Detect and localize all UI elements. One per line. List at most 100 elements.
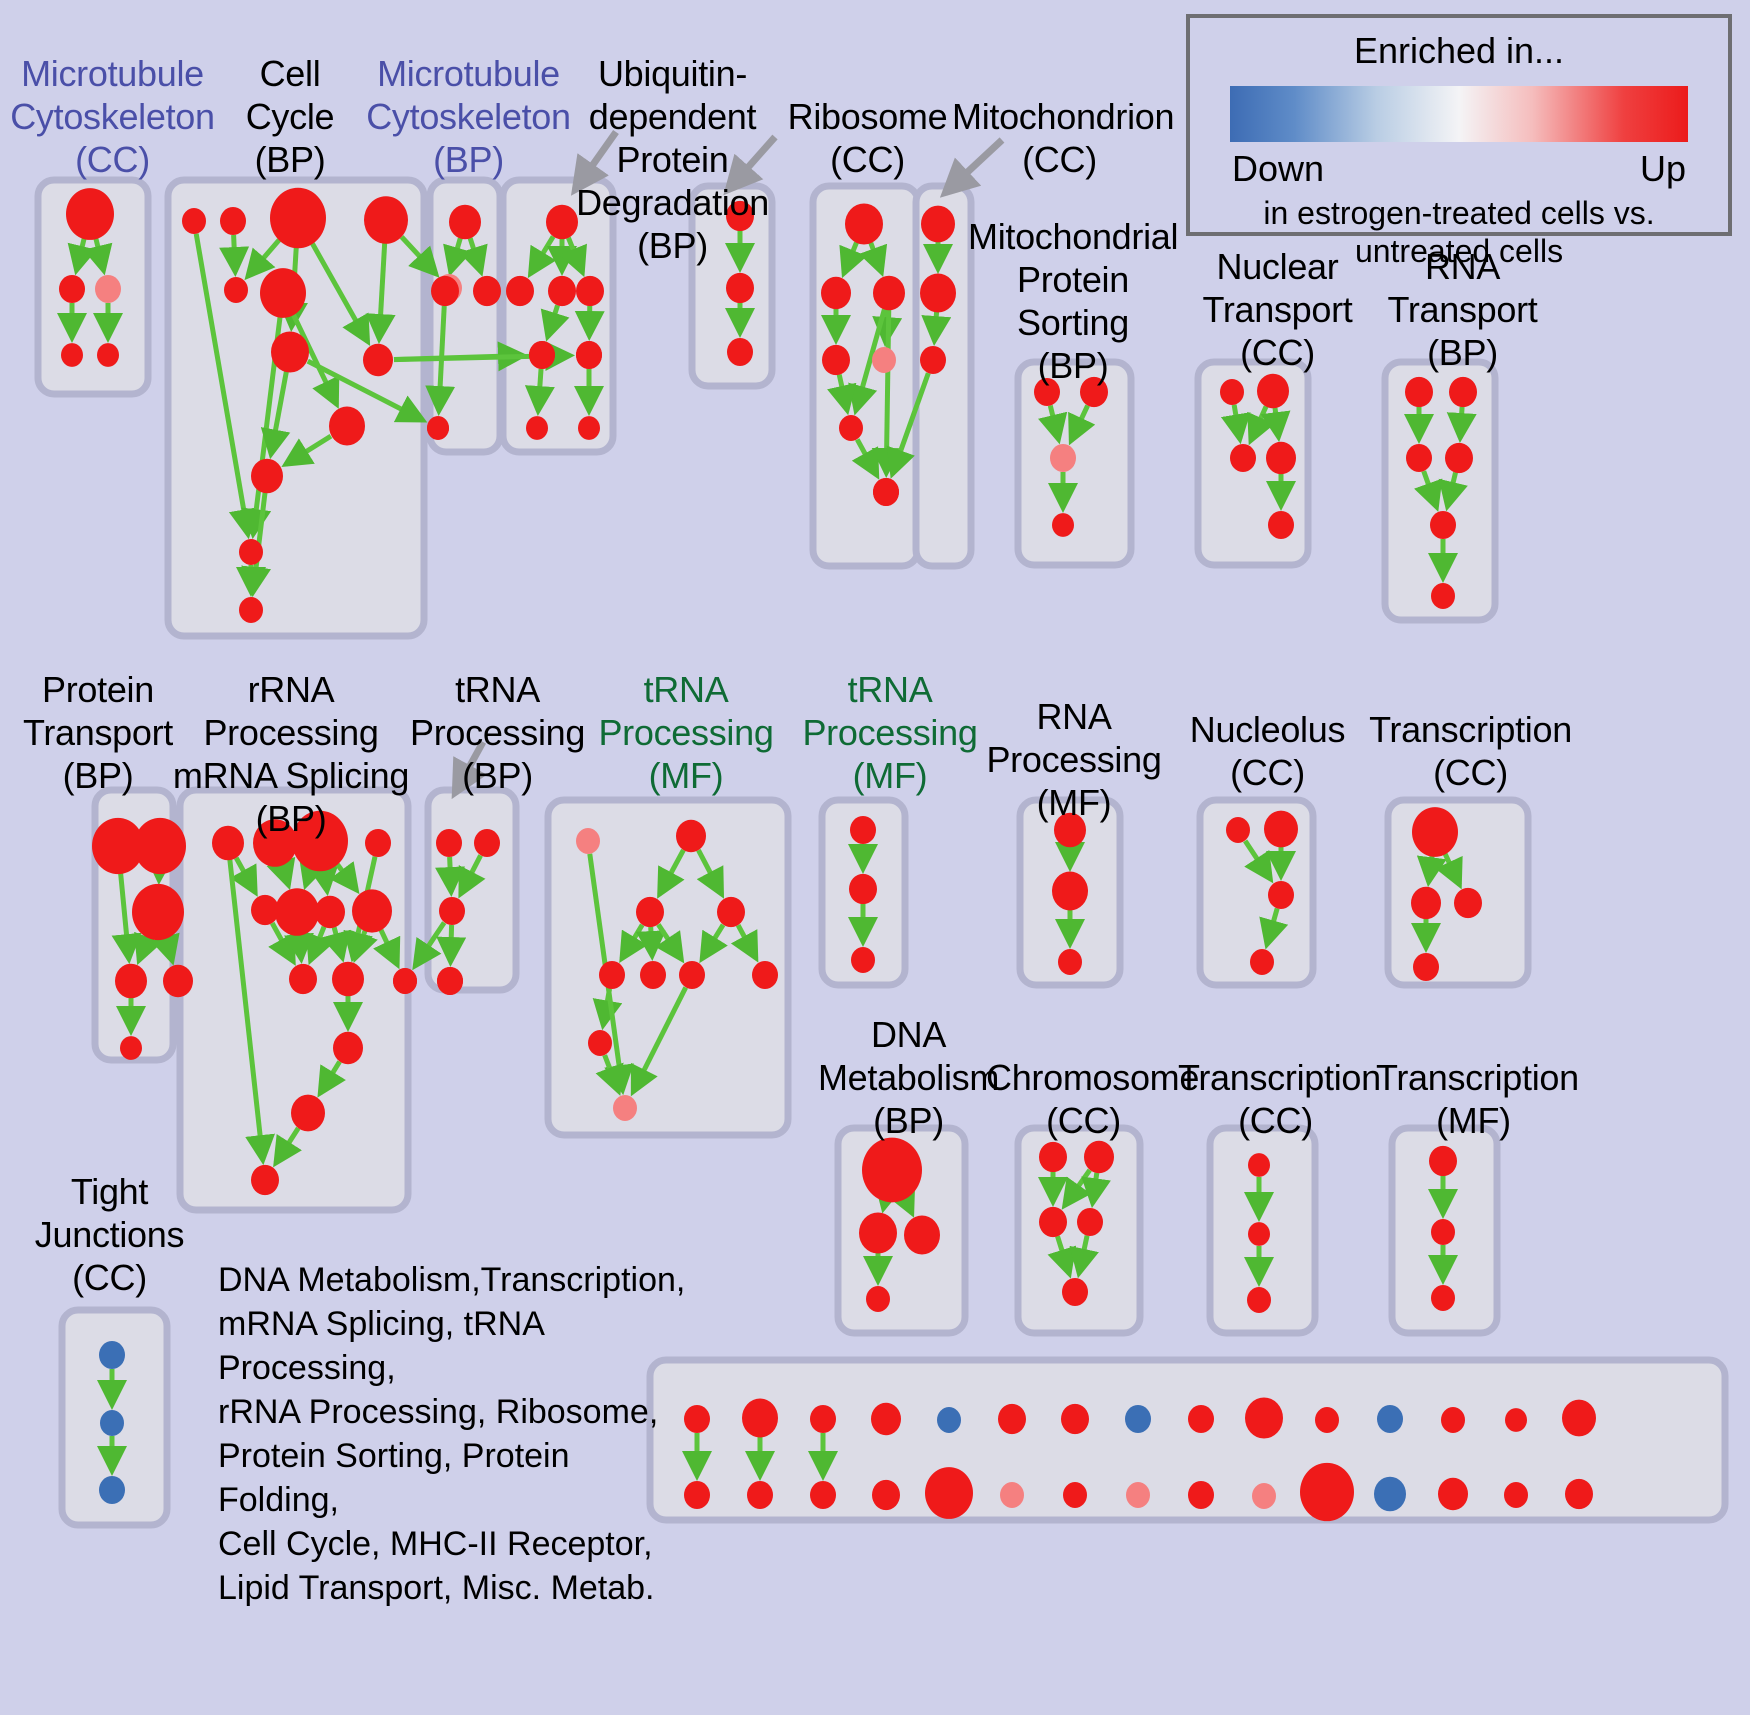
gene-node[interactable] xyxy=(1413,952,1439,982)
gene-node[interactable] xyxy=(872,347,896,373)
gene-node[interactable] xyxy=(1126,1482,1150,1508)
gene-node[interactable] xyxy=(1315,1407,1339,1433)
gene-node[interactable] xyxy=(1039,1141,1067,1173)
gene-node[interactable] xyxy=(1000,1482,1024,1508)
gene-node[interactable] xyxy=(726,272,754,304)
gene-node[interactable] xyxy=(576,275,604,307)
gene-node[interactable] xyxy=(546,204,578,240)
gene-node[interactable] xyxy=(333,1031,363,1065)
gene-node[interactable] xyxy=(220,206,246,236)
gene-node[interactable] xyxy=(474,828,500,858)
gene-node[interactable] xyxy=(473,275,501,307)
gene-node[interactable] xyxy=(1377,1404,1403,1434)
gene-node[interactable] xyxy=(1374,1476,1406,1512)
gene-node[interactable] xyxy=(873,477,899,507)
gene-node[interactable] xyxy=(810,1480,836,1510)
gene-node[interactable] xyxy=(1063,1482,1087,1508)
gene-node[interactable] xyxy=(251,894,279,926)
gene-node[interactable] xyxy=(640,960,666,990)
gene-node[interactable] xyxy=(363,343,393,377)
gene-node[interactable] xyxy=(904,1215,940,1255)
gene-node[interactable] xyxy=(873,275,905,311)
gene-node[interactable] xyxy=(163,964,193,998)
gene-node[interactable] xyxy=(636,896,664,928)
gene-node[interactable] xyxy=(1505,1408,1527,1432)
gene-node[interactable] xyxy=(292,810,348,872)
gene-node[interactable] xyxy=(576,340,602,370)
gene-node[interactable] xyxy=(449,204,481,240)
gene-node[interactable] xyxy=(364,196,408,244)
gene-node[interactable] xyxy=(850,815,876,845)
gene-node[interactable] xyxy=(1412,807,1458,857)
gene-node[interactable] xyxy=(1220,379,1244,405)
gene-node[interactable] xyxy=(1268,510,1294,540)
gene-node[interactable] xyxy=(332,961,364,997)
gene-node[interactable] xyxy=(851,947,875,973)
gene-node[interactable] xyxy=(613,1095,637,1121)
gene-node[interactable] xyxy=(427,416,449,440)
gene-node[interactable] xyxy=(849,873,877,905)
gene-node[interactable] xyxy=(1454,887,1482,919)
gene-node[interactable] xyxy=(1248,1153,1270,1177)
gene-node[interactable] xyxy=(526,416,548,440)
gene-node[interactable] xyxy=(859,1212,897,1254)
gene-node[interactable] xyxy=(862,1137,922,1203)
gene-node[interactable] xyxy=(100,1410,124,1436)
gene-node[interactable] xyxy=(679,960,705,990)
gene-node[interactable] xyxy=(1062,1277,1088,1307)
gene-node[interactable] xyxy=(1405,376,1433,408)
gene-node[interactable] xyxy=(937,1407,961,1433)
gene-node[interactable] xyxy=(393,968,417,994)
gene-node[interactable] xyxy=(1504,1482,1528,1508)
gene-node[interactable] xyxy=(365,828,391,858)
gene-node[interactable] xyxy=(1252,1483,1276,1509)
gene-node[interactable] xyxy=(437,966,463,996)
gene-node[interactable] xyxy=(717,896,745,928)
gene-node[interactable] xyxy=(251,1164,279,1196)
gene-node[interactable] xyxy=(1247,1287,1271,1313)
gene-node[interactable] xyxy=(1248,1222,1270,1246)
gene-node[interactable] xyxy=(1565,1478,1593,1510)
gene-node[interactable] xyxy=(1300,1462,1354,1522)
gene-node[interactable] xyxy=(251,458,283,494)
gene-node[interactable] xyxy=(1230,443,1256,473)
gene-node[interactable] xyxy=(439,896,465,926)
gene-node[interactable] xyxy=(289,963,317,995)
gene-node[interactable] xyxy=(315,895,345,929)
gene-node[interactable] xyxy=(1077,1207,1103,1237)
gene-node[interactable] xyxy=(436,828,462,858)
gene-node[interactable] xyxy=(1411,886,1441,920)
gene-node[interactable] xyxy=(239,539,263,565)
gene-node[interactable] xyxy=(1084,1140,1114,1174)
gene-node[interactable] xyxy=(921,205,955,243)
gene-node[interactable] xyxy=(270,187,326,249)
gene-node[interactable] xyxy=(506,275,534,307)
gene-node[interactable] xyxy=(1039,1206,1067,1238)
gene-node[interactable] xyxy=(529,340,555,370)
gene-node[interactable] xyxy=(182,208,206,234)
gene-node[interactable] xyxy=(1431,1285,1455,1311)
gene-node[interactable] xyxy=(431,275,459,307)
gene-node[interactable] xyxy=(1429,1145,1457,1177)
gene-node[interactable] xyxy=(1445,442,1473,474)
gene-node[interactable] xyxy=(920,345,946,375)
gene-node[interactable] xyxy=(271,331,309,373)
gene-node[interactable] xyxy=(822,344,850,376)
gene-node[interactable] xyxy=(1430,510,1456,540)
gene-node[interactable] xyxy=(1266,441,1296,475)
gene-node[interactable] xyxy=(260,268,306,318)
gene-node[interactable] xyxy=(548,275,576,307)
gene-node[interactable] xyxy=(1431,1219,1455,1245)
gene-node[interactable] xyxy=(742,1398,778,1438)
gene-node[interactable] xyxy=(1449,376,1477,408)
gene-node[interactable] xyxy=(99,1475,125,1505)
gene-node[interactable] xyxy=(1264,810,1298,848)
gene-node[interactable] xyxy=(1058,949,1082,975)
gene-node[interactable] xyxy=(576,828,600,854)
gene-node[interactable] xyxy=(998,1403,1026,1435)
gene-node[interactable] xyxy=(115,963,147,999)
gene-node[interactable] xyxy=(352,889,392,933)
gene-node[interactable] xyxy=(253,819,297,867)
gene-node[interactable] xyxy=(810,1404,836,1434)
gene-node[interactable] xyxy=(92,817,144,875)
